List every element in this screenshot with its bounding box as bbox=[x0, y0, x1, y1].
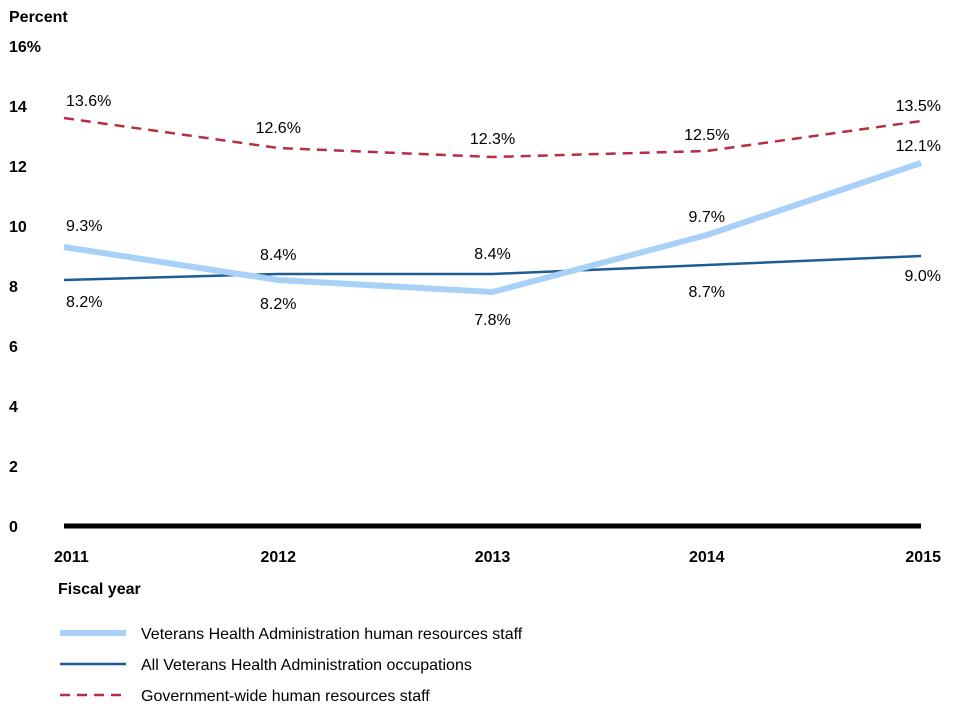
y-tick-label: 10 bbox=[9, 219, 27, 236]
data-label: 8.7% bbox=[689, 284, 725, 301]
x-tick-label: 2015 bbox=[905, 549, 941, 566]
series-layer: 9.3% 8.2% 7.8% 9.7% 12.1% 8.2% 8.4% 8.4% 8.7% 9.0… bbox=[63, 93, 941, 329]
x-tick-label: 2014 bbox=[689, 549, 725, 566]
data-label: 7.8% bbox=[474, 312, 510, 329]
data-label: 8.2% bbox=[260, 296, 296, 313]
y-tick-label: 16% bbox=[9, 39, 41, 56]
data-label: 12.1% bbox=[896, 138, 941, 155]
data-label: 8.4% bbox=[474, 246, 510, 263]
legend: Veterans Health Administration human res… bbox=[60, 626, 523, 705]
y-tick-label: 8 bbox=[9, 279, 18, 296]
y-tick-label: 12 bbox=[9, 159, 27, 176]
data-label: 8.2% bbox=[66, 294, 102, 311]
legend-label: All Veterans Health Administration occup… bbox=[141, 657, 472, 674]
x-tick-label: 2011 bbox=[54, 549, 89, 566]
data-label: 12.5% bbox=[684, 127, 729, 144]
data-label: 8.4% bbox=[260, 247, 296, 264]
data-label: 9.0% bbox=[905, 268, 941, 285]
x-axis-ticks: 2011 2012 2013 2014 2015 bbox=[54, 549, 941, 566]
x-axis-title: Fiscal year bbox=[58, 581, 141, 598]
y-tick-label: 2 bbox=[9, 459, 18, 476]
series-line bbox=[63, 160, 922, 296]
y-axis-title: Percent bbox=[9, 9, 68, 26]
data-label: 12.6% bbox=[256, 120, 301, 137]
series-line bbox=[63, 116, 922, 159]
legend-label: Government-wide human resources staff bbox=[141, 688, 430, 705]
y-tick-label: 6 bbox=[9, 339, 18, 356]
y-tick-label: 0 bbox=[9, 519, 18, 536]
data-label: 9.3% bbox=[66, 218, 102, 235]
data-label: 12.3% bbox=[470, 131, 515, 148]
data-label: 13.5% bbox=[896, 98, 941, 115]
data-label: 9.7% bbox=[689, 209, 725, 226]
y-axis-ticks: 0 2 4 6 8 10 12 14 16% bbox=[9, 39, 41, 536]
legend-label: Veterans Health Administration human res… bbox=[141, 626, 523, 643]
data-label: 13.6% bbox=[66, 93, 111, 110]
y-tick-label: 4 bbox=[9, 399, 18, 416]
x-tick-label: 2012 bbox=[260, 549, 296, 566]
y-tick-label: 14 bbox=[9, 99, 27, 116]
x-tick-label: 2013 bbox=[475, 549, 511, 566]
series-line bbox=[63, 254, 922, 282]
